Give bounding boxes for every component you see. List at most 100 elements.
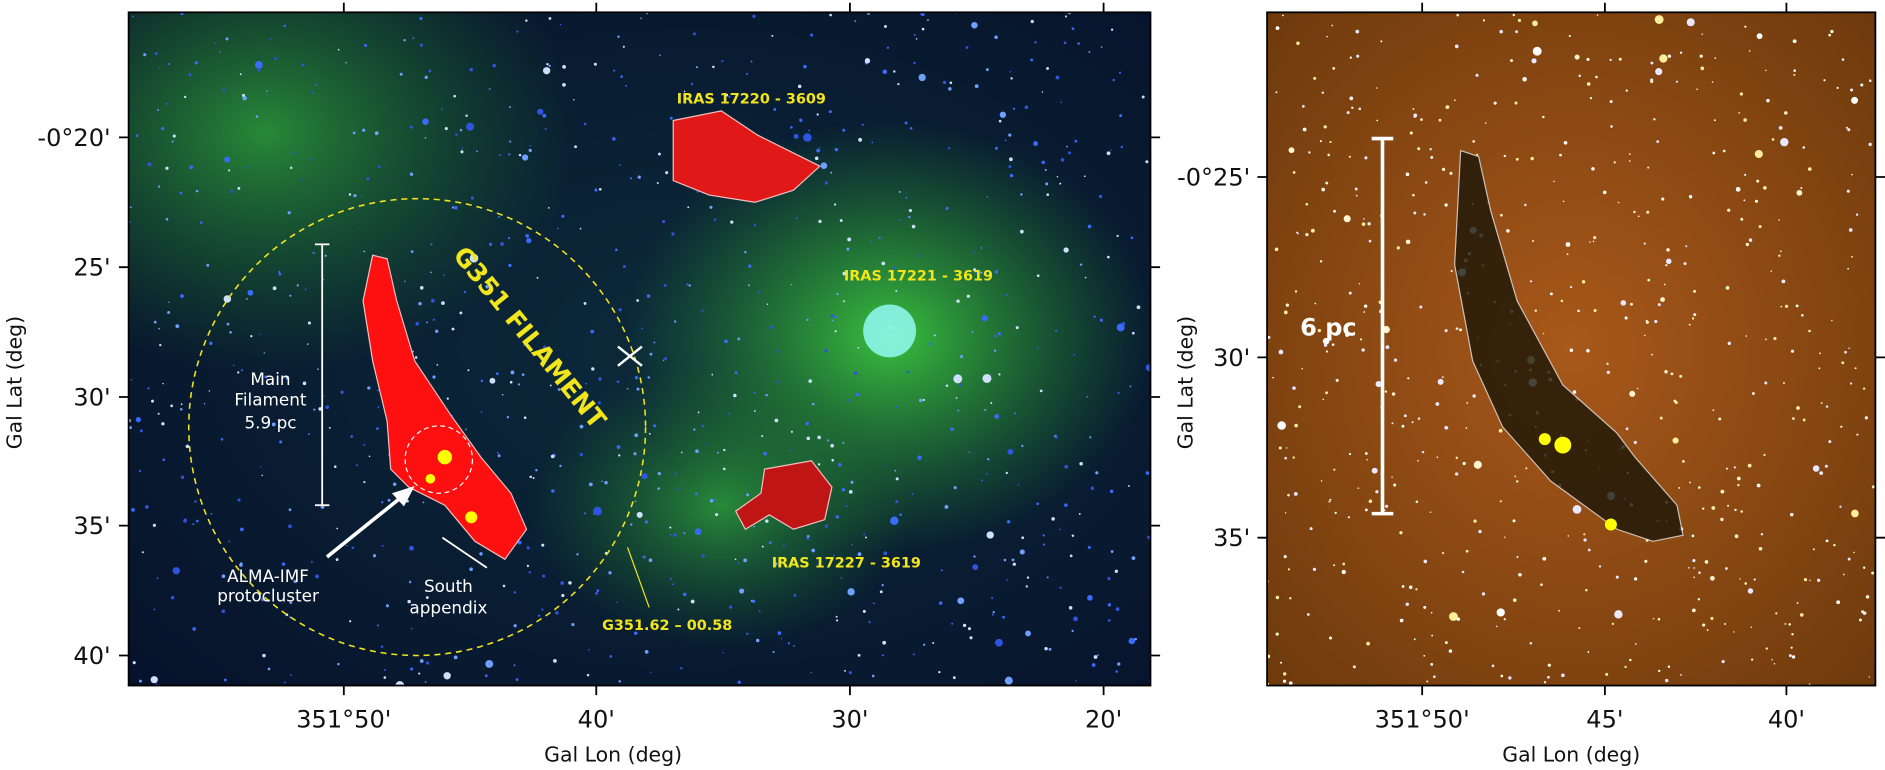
- star: [1019, 229, 1024, 234]
- star: [1068, 606, 1073, 610]
- star: [835, 515, 839, 519]
- star: [987, 458, 990, 461]
- star: [1851, 509, 1859, 518]
- star: [1748, 238, 1753, 242]
- star: [1567, 535, 1570, 537]
- star: [1090, 486, 1095, 490]
- star: [228, 169, 231, 172]
- star: [1665, 258, 1672, 265]
- star: [1089, 436, 1092, 439]
- star: [367, 386, 371, 390]
- star: [1618, 57, 1622, 61]
- star: [1848, 228, 1853, 232]
- star: [1670, 372, 1674, 376]
- star: [752, 14, 756, 18]
- star: [1496, 625, 1498, 628]
- star: [485, 660, 494, 668]
- star: [694, 492, 698, 496]
- star: [1462, 461, 1466, 466]
- star: [1321, 91, 1324, 94]
- star: [1629, 390, 1636, 397]
- star: [1317, 328, 1322, 333]
- star: [1100, 46, 1103, 48]
- star: [147, 387, 150, 390]
- star: [688, 284, 691, 287]
- star: [1403, 414, 1407, 418]
- star: [1808, 329, 1811, 333]
- star: [346, 544, 348, 547]
- star: [290, 166, 293, 170]
- star: [1796, 602, 1799, 604]
- star: [171, 140, 174, 143]
- star: [170, 404, 173, 408]
- star: [1272, 376, 1275, 379]
- star: [1844, 350, 1847, 354]
- star: [1691, 317, 1695, 320]
- star: [1283, 555, 1287, 559]
- star: [722, 467, 726, 471]
- star: [1079, 461, 1083, 466]
- star: [544, 128, 547, 131]
- star: [1775, 612, 1778, 615]
- star: [1663, 283, 1666, 286]
- star: [1850, 382, 1853, 385]
- star: [1368, 499, 1373, 504]
- star: [1500, 213, 1503, 217]
- star: [1131, 556, 1136, 561]
- star: [1003, 558, 1007, 562]
- star: [848, 671, 852, 675]
- star: [1739, 578, 1741, 580]
- star: [1592, 240, 1595, 243]
- star: [424, 75, 428, 79]
- star: [1391, 422, 1394, 425]
- star: [281, 562, 286, 566]
- star: [687, 206, 690, 209]
- star: [829, 13, 832, 17]
- star: [1847, 267, 1849, 270]
- star: [509, 140, 512, 143]
- star: [839, 219, 843, 223]
- star: [998, 119, 1002, 123]
- star: [659, 54, 661, 57]
- star: [956, 299, 960, 303]
- y-tick-label: 30': [1213, 344, 1250, 372]
- star: [272, 286, 277, 291]
- star: [1743, 199, 1746, 202]
- star: [430, 271, 432, 274]
- star: [827, 439, 830, 442]
- star: [1725, 467, 1728, 470]
- star: [1288, 147, 1295, 154]
- star: [288, 508, 292, 512]
- star: [419, 16, 423, 21]
- star: [1780, 137, 1789, 147]
- star: [1141, 95, 1145, 99]
- star: [147, 162, 152, 167]
- star: [131, 507, 135, 512]
- star: [1740, 217, 1744, 221]
- star: [1356, 54, 1360, 58]
- star: [179, 191, 183, 195]
- star: [376, 427, 379, 430]
- star: [695, 449, 699, 454]
- star: [1793, 73, 1796, 76]
- star: [1559, 153, 1562, 157]
- star: [949, 81, 953, 85]
- star: [1025, 630, 1031, 637]
- star: [1491, 664, 1495, 668]
- star: [387, 498, 391, 502]
- star: [1436, 456, 1439, 459]
- star: [842, 441, 845, 444]
- star: [919, 254, 922, 257]
- star: [780, 637, 783, 640]
- star: [1654, 319, 1658, 324]
- star: [592, 513, 595, 515]
- star: [1354, 187, 1358, 191]
- star: [1568, 34, 1571, 38]
- star: [634, 631, 638, 635]
- star: [507, 236, 511, 240]
- star: [414, 356, 418, 359]
- star: [1792, 417, 1795, 420]
- star: [618, 454, 621, 457]
- star: [845, 505, 848, 508]
- star: [883, 551, 888, 556]
